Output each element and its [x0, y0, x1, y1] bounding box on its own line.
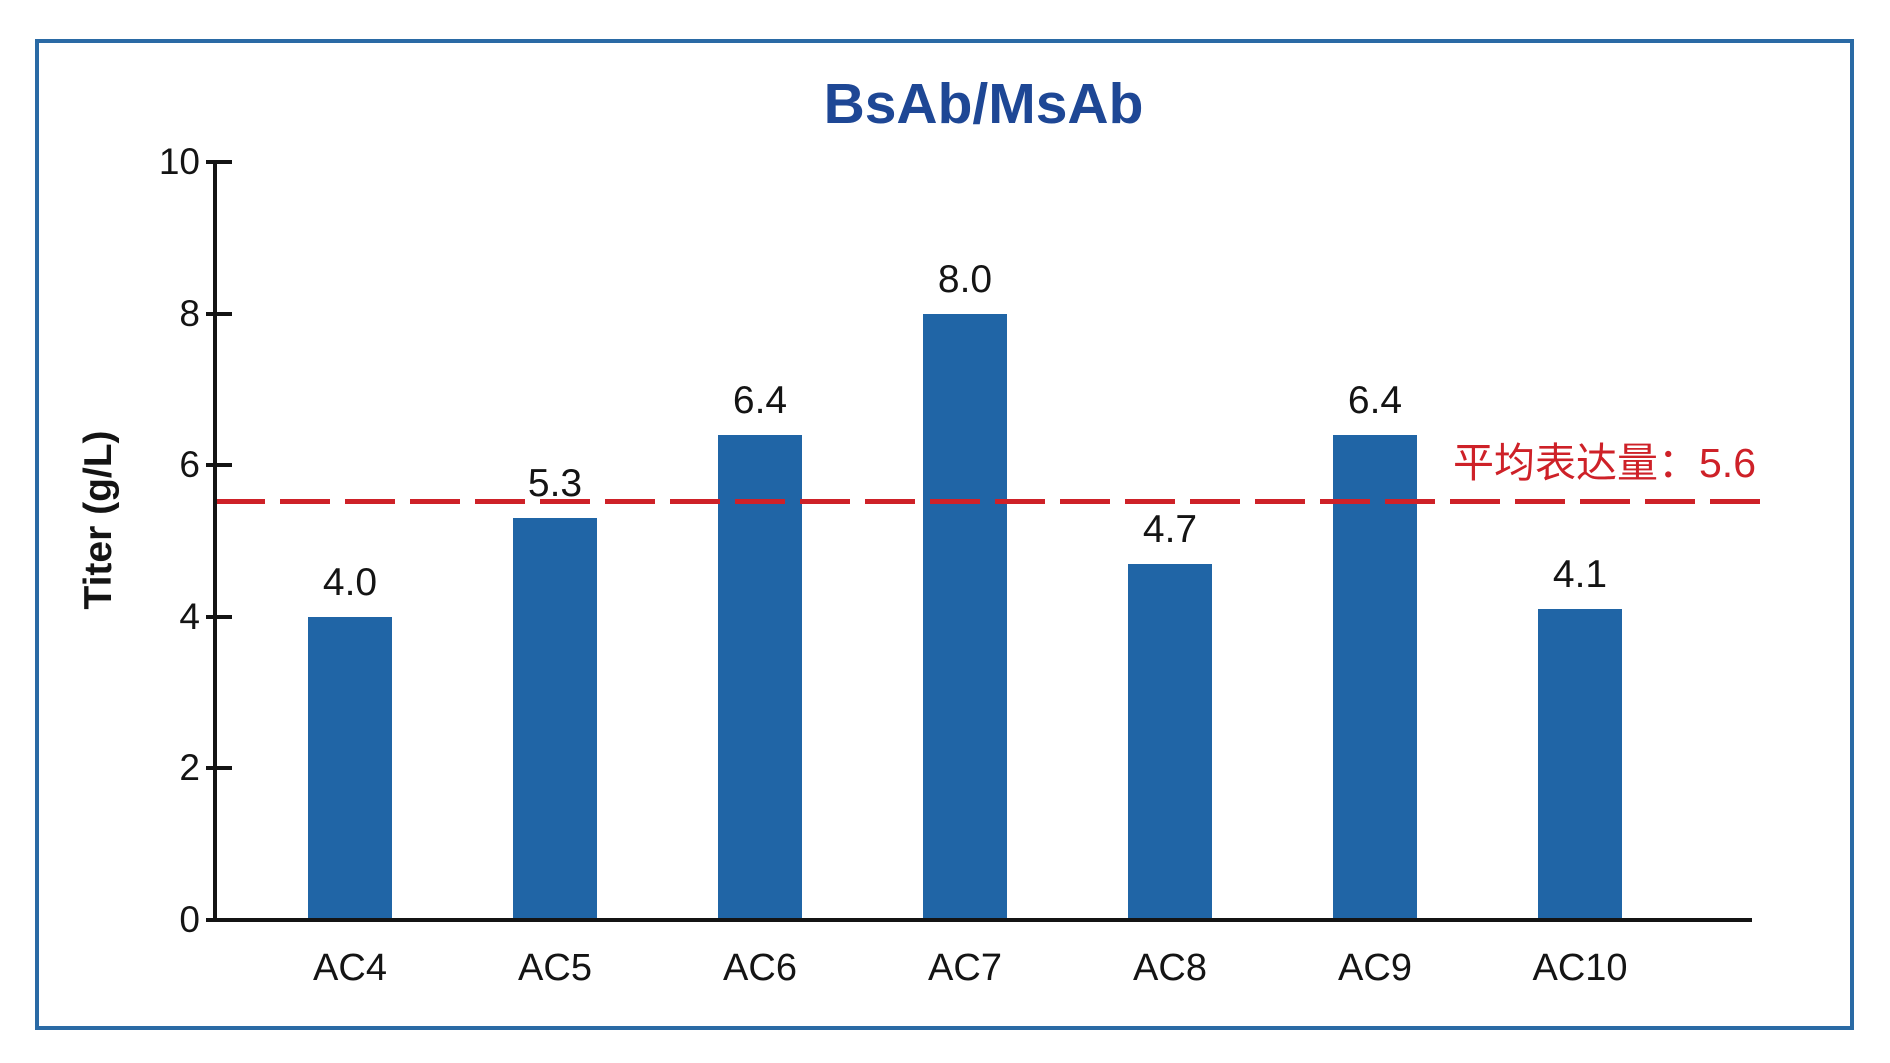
bar-ac4	[308, 616, 392, 920]
bar-ac5	[513, 518, 597, 920]
bar-value-label: 4.1	[1552, 553, 1608, 597]
bar-ac10	[1538, 609, 1622, 920]
mean-value-label: 平均表达量：5.6	[1453, 439, 1756, 486]
bar-value-label: 4.0	[322, 560, 378, 604]
bar-ac6	[718, 434, 802, 920]
y-tick-label: 0	[179, 899, 200, 940]
bar-value-label: 6.4	[732, 378, 788, 422]
x-tick-label-ac8: AC8	[1133, 947, 1207, 989]
y-axis-line	[213, 160, 217, 922]
x-tick-label-ac4: AC4	[313, 947, 387, 989]
y-tick-mark	[206, 463, 232, 468]
x-axis-line	[213, 918, 1752, 922]
mean-dashed-line	[215, 498, 1761, 504]
bar-ac8	[1128, 563, 1212, 920]
y-tick-mark	[206, 766, 232, 771]
y-tick-label: 8	[179, 292, 200, 334]
chart-title: BsAb/MsAb	[823, 72, 1144, 136]
x-tick-label-ac9: AC9	[1338, 947, 1412, 989]
y-tick-mark	[206, 311, 232, 316]
y-tick-mark	[206, 918, 232, 922]
x-tick-label-ac6: AC6	[723, 947, 797, 989]
y-tick-mark	[206, 160, 232, 164]
bar-value-label: 5.3	[527, 462, 583, 506]
y-tick-mark	[206, 614, 232, 619]
bar-value-label: 6.4	[1347, 378, 1403, 422]
bar-value-label: 8.0	[937, 257, 993, 301]
bar-value-label: 4.7	[1142, 507, 1198, 551]
bar-ac9	[1333, 434, 1417, 920]
y-tick-label: 6	[179, 444, 200, 486]
x-tick-label-ac7: AC7	[928, 947, 1002, 989]
y-tick-label: 10	[158, 141, 200, 182]
y-tick-label: 2	[179, 747, 200, 789]
bar-ac7	[923, 313, 1007, 920]
x-tick-label-ac10: AC10	[1532, 947, 1628, 989]
y-tick-label: 4	[179, 595, 200, 637]
x-tick-label-ac5: AC5	[518, 947, 592, 989]
